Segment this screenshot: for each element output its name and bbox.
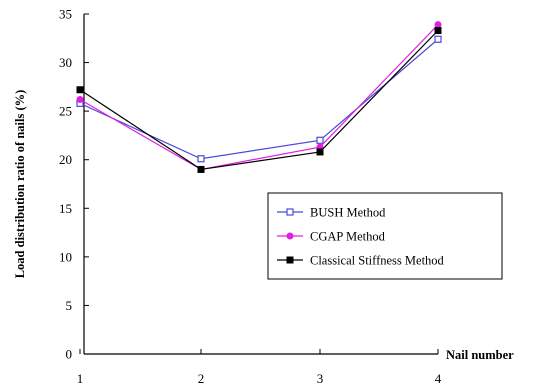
data-point <box>316 136 324 144</box>
series-line <box>79 30 439 171</box>
y-axis-label: Load distribution ratio of nails (%) <box>13 90 27 279</box>
legend-item: BUSH Method <box>277 206 386 220</box>
data-point <box>197 155 205 163</box>
series-1 <box>76 35 442 163</box>
legend-item: Classical Stiffness Method <box>277 254 445 268</box>
data-point <box>434 27 442 35</box>
y-tick-label: 10 <box>59 249 72 264</box>
series-line <box>79 24 439 171</box>
legend-item: CGAP Method <box>277 230 386 244</box>
legend-label: BUSH Method <box>310 206 386 220</box>
y-tick-label: 25 <box>59 104 72 119</box>
legend-label: CGAP Method <box>310 230 386 244</box>
series-line <box>79 38 439 160</box>
y-axis-ticks: 0 5 10 15 20 25 30 35 <box>59 7 89 362</box>
data-point <box>434 35 442 43</box>
data-point <box>434 21 442 29</box>
data-point <box>76 86 84 94</box>
data-point <box>286 208 294 216</box>
x-tick-label: 2 <box>198 371 205 386</box>
y-tick-label: 35 <box>59 7 72 22</box>
data-point <box>197 165 205 173</box>
legend-label: Classical Stiffness Method <box>310 254 445 268</box>
y-tick-label: 5 <box>66 298 73 313</box>
x-axis-label: Nail number <box>446 348 514 362</box>
y-tick-label: 20 <box>59 152 72 167</box>
x-tick-label: 4 <box>435 371 442 386</box>
series-layer <box>76 21 442 173</box>
series-3 <box>76 27 442 173</box>
data-point <box>286 232 294 240</box>
legend: BUSH Method CGAP Method Classical Stiffnes… <box>267 192 503 280</box>
x-tick-label: 3 <box>317 371 324 386</box>
y-tick-label: 0 <box>66 347 73 362</box>
series-2 <box>76 21 442 173</box>
x-axis-ticks: 1 2 3 4 <box>77 349 442 386</box>
data-point <box>316 148 324 156</box>
x-tick-label: 1 <box>77 371 84 386</box>
y-tick-label: 30 <box>59 55 72 70</box>
legend-box <box>267 192 503 280</box>
data-point <box>286 256 294 264</box>
axes <box>83 14 438 355</box>
data-point <box>76 95 84 103</box>
y-tick-label: 15 <box>59 201 72 216</box>
